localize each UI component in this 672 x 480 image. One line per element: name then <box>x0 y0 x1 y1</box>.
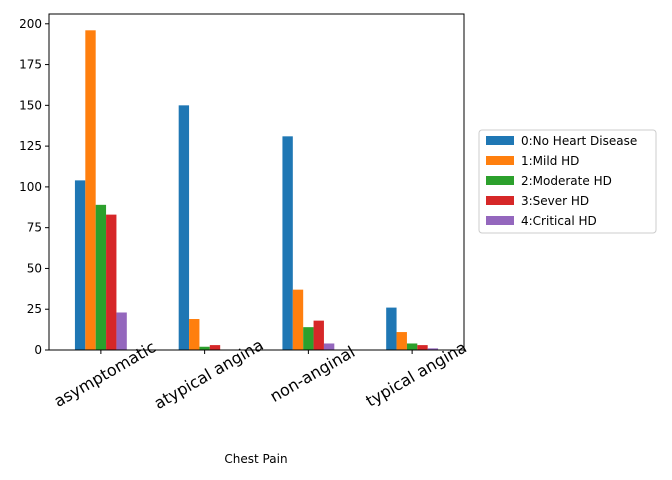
y-tick-label: 75 <box>27 221 42 235</box>
y-tick-label: 100 <box>19 180 42 194</box>
bar <box>189 319 200 350</box>
legend-label: 1:Mild HD <box>521 154 579 168</box>
bar <box>199 346 210 350</box>
y-tick-label: 0 <box>34 343 42 357</box>
bar <box>417 345 428 350</box>
legend-swatch <box>486 156 514 165</box>
bar <box>303 327 314 350</box>
bar <box>406 343 418 350</box>
legend-swatch <box>486 176 514 185</box>
bar <box>116 312 127 350</box>
y-axis: 0 25 50 75 100 125 150 175 200 <box>19 17 49 357</box>
bar <box>386 307 397 350</box>
y-tick-label: 125 <box>19 139 42 153</box>
bar <box>292 289 304 350</box>
y-tick-label: 175 <box>19 58 42 72</box>
y-tick-label: 150 <box>19 98 42 112</box>
y-tick-label: 50 <box>27 261 42 275</box>
bar <box>106 214 117 350</box>
y-tick-label: 200 <box>19 17 42 31</box>
legend-swatch <box>486 216 514 225</box>
bar <box>178 105 190 350</box>
y-tick-label: 25 <box>27 302 42 316</box>
x-axis-label: Chest Pain <box>224 452 287 466</box>
bar <box>85 30 96 351</box>
bars-group <box>74 30 439 351</box>
bar <box>282 136 293 350</box>
legend-label: 3:Sever HD <box>521 194 589 208</box>
plot-frame <box>48 13 465 351</box>
legend-box <box>478 129 657 234</box>
legend-swatch <box>486 136 514 145</box>
bar <box>313 320 324 350</box>
bar <box>427 348 439 350</box>
legend-swatch <box>486 196 514 205</box>
bar <box>95 204 107 350</box>
legend: 0:No Heart Disease 1:Mild HD 2:Moderate HD… <box>478 129 657 234</box>
bar <box>209 345 221 350</box>
legend-label: 2:Moderate HD <box>521 174 612 188</box>
x-tick-label: non-anginal <box>267 342 359 406</box>
bar <box>323 343 335 350</box>
legend-label: 4:Critical HD <box>521 214 597 228</box>
bar <box>396 332 407 350</box>
bar <box>74 180 86 350</box>
legend-label: 0:No Heart Disease <box>521 134 637 148</box>
